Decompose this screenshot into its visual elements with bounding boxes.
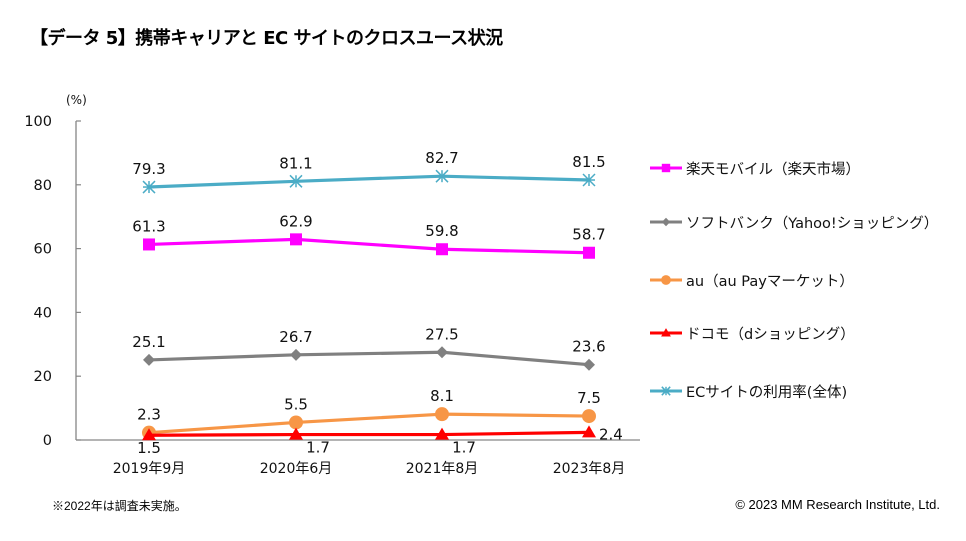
marker-diamond [143, 353, 155, 366]
marker-triangle [582, 425, 596, 438]
data-label: 23.6 [572, 338, 605, 356]
legend-label: au（au Payマーケット） [686, 273, 854, 290]
data-label: 81.1 [279, 154, 312, 172]
legend-swatch-icon [650, 217, 682, 227]
marker-circle [661, 275, 671, 285]
series-layer [142, 169, 596, 441]
marker-diamond [290, 348, 302, 361]
legend-label: ソフトバンク（Yahoo!ショッピング） [686, 215, 939, 232]
legend-item: ソフトバンク（Yahoo!ショッピング） [648, 212, 966, 232]
marker-asterisk [435, 169, 449, 183]
marker-asterisk [142, 180, 156, 194]
y-tick-label: 100 [24, 114, 52, 130]
data-labels-layer: 61.3 62.9 59.8 58.7 25.1 26.7 27.5 23.6 2.3 5.5 8.… [132, 149, 623, 457]
data-label: 25.1 [132, 333, 165, 351]
marker-diamond [583, 358, 595, 371]
data-label: 27.5 [425, 325, 458, 343]
data-label: 82.7 [425, 149, 458, 167]
y-tick-label: 40 [34, 305, 52, 321]
legend-swatch-icon [650, 328, 682, 337]
marker-square [661, 163, 671, 173]
series-4 [142, 169, 596, 194]
data-label: 5.5 [284, 395, 308, 413]
marker-triangle [142, 428, 156, 441]
legend-label: ドコモ（dショッピング） [686, 326, 855, 343]
x-tick-label: 2023年8月 [553, 461, 626, 477]
data-label: 79.3 [132, 160, 165, 178]
marker-square [583, 246, 595, 259]
marker-circle [435, 407, 449, 422]
data-label: 81.5 [572, 153, 605, 171]
legend-item: ドコモ（dショッピング） [648, 323, 966, 343]
legend-swatch-icon [650, 386, 682, 396]
data-label: 1.5 [137, 439, 161, 457]
y-tick-label: 80 [34, 178, 52, 194]
legend-item: ECサイトの利用率(全体) [648, 381, 966, 401]
data-label: 2.3 [137, 406, 161, 424]
x-tick-label: 2019年9月 [113, 461, 186, 477]
legend-swatch-icon [650, 163, 682, 173]
marker-diamond [661, 217, 671, 227]
y-axis-unit-label: (%) [66, 93, 87, 107]
legend-swatch-icon [650, 275, 682, 285]
marker-circle [289, 415, 303, 430]
marker-square [436, 243, 448, 256]
series-0 [143, 233, 595, 259]
footnote: ※2022年は調査未実施。 [52, 499, 187, 513]
series-2 [142, 407, 596, 440]
x-tick-label: 2021年8月 [406, 461, 479, 477]
data-label: 7.5 [577, 389, 601, 407]
data-label: 1.7 [452, 439, 476, 457]
series-1 [143, 346, 595, 371]
marker-square [290, 233, 302, 246]
y-tick-label: 60 [34, 242, 52, 258]
copyright: © 2023 MM Research Institute, Ltd. [735, 497, 940, 512]
marker-asterisk [582, 173, 596, 187]
data-label: 2.4 [599, 425, 623, 443]
legend-item: 楽天モバイル（楽天市場） [648, 158, 966, 178]
data-label: 62.9 [279, 212, 312, 230]
data-label: 58.7 [572, 226, 605, 244]
y-tick-label: 0 [43, 433, 52, 449]
legend-label: ECサイトの利用率(全体) [686, 384, 848, 401]
series-line [148, 412, 590, 435]
marker-triangle [435, 427, 449, 440]
series-line [148, 237, 590, 255]
axes: 0 20 40 60 80 100 (%) 2019年9月 2020年6月 2021年8月 2023… [24, 93, 640, 477]
legend-item: au（au Payマーケット） [648, 270, 966, 290]
data-label: 59.8 [425, 222, 458, 240]
marker-asterisk [289, 174, 303, 188]
chart-title: 【データ 5】携帯キャリアと EC サイトのクロスユース状況 [30, 28, 503, 49]
data-label: 61.3 [132, 217, 165, 235]
marker-asterisk [661, 386, 671, 396]
series-line [148, 430, 590, 437]
data-label: 8.1 [430, 387, 454, 405]
series-line [148, 174, 590, 189]
data-label: 1.7 [306, 439, 330, 457]
x-tick-label: 2020年6月 [260, 461, 333, 477]
y-tick-label: 20 [34, 369, 52, 385]
marker-triangle [289, 427, 303, 440]
data-label: 26.7 [279, 328, 312, 346]
series-3 [142, 425, 596, 441]
legend-label: 楽天モバイル（楽天市場） [686, 161, 860, 178]
marker-diamond [436, 346, 448, 359]
marker-square [143, 238, 155, 251]
marker-triangle [661, 328, 671, 337]
marker-circle [582, 409, 596, 424]
series-line [148, 350, 590, 367]
